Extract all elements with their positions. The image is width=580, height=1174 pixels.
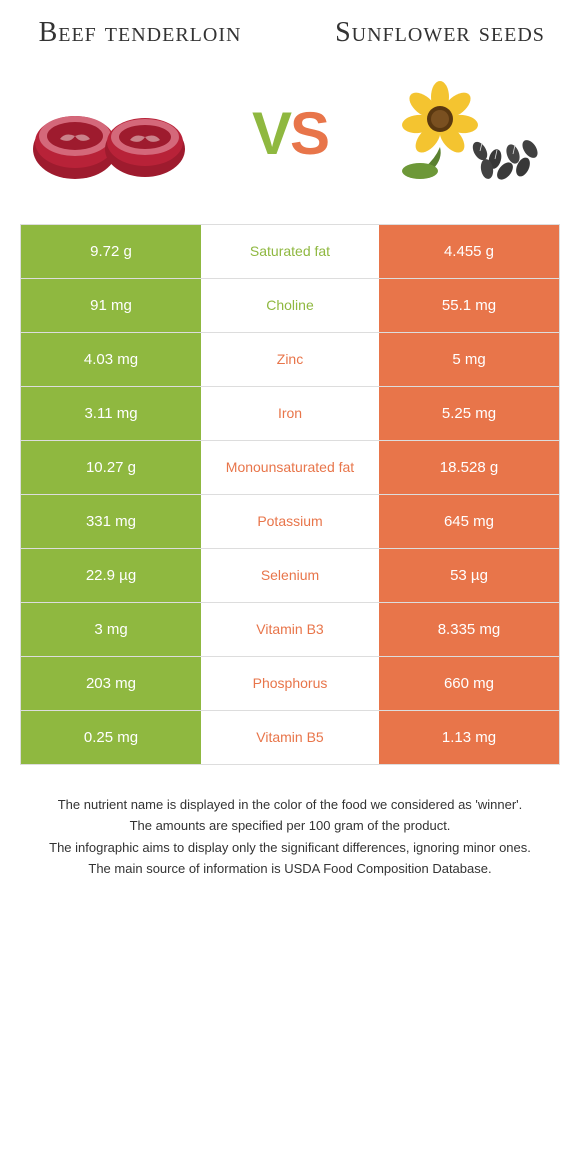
right-value: 55.1 mg <box>379 279 559 332</box>
table-row: 4.03 mgZinc5 mg <box>21 332 559 386</box>
table-row: 3 mgVitamin B38.335 mg <box>21 602 559 656</box>
right-value: 8.335 mg <box>379 603 559 656</box>
footer-line: The amounts are specified per 100 gram o… <box>30 816 550 836</box>
nutrient-label: Phosphorus <box>201 657 379 710</box>
table-row: 331 mgPotassium645 mg <box>21 494 559 548</box>
right-value: 5 mg <box>379 333 559 386</box>
nutrient-label: Selenium <box>201 549 379 602</box>
left-value: 4.03 mg <box>21 333 201 386</box>
left-value: 91 mg <box>21 279 201 332</box>
header: Beef tenderloin Sunflower seeds <box>0 0 580 59</box>
table-row: 22.9 µgSelenium53 µg <box>21 548 559 602</box>
title-right: Sunflower seeds <box>330 18 550 49</box>
table-row: 10.27 gMonounsaturated fat18.528 g <box>21 440 559 494</box>
table-row: 0.25 mgVitamin B51.13 mg <box>21 710 559 764</box>
right-value: 1.13 mg <box>379 711 559 764</box>
left-value: 203 mg <box>21 657 201 710</box>
left-value: 10.27 g <box>21 441 201 494</box>
right-value: 18.528 g <box>379 441 559 494</box>
hero-row: VS <box>0 59 580 224</box>
nutrient-label: Zinc <box>201 333 379 386</box>
left-value: 331 mg <box>21 495 201 548</box>
nutrient-label: Vitamin B3 <box>201 603 379 656</box>
left-value: 3 mg <box>21 603 201 656</box>
right-value: 4.455 g <box>379 225 559 278</box>
left-value: 22.9 µg <box>21 549 201 602</box>
table-row: 91 mgCholine55.1 mg <box>21 278 559 332</box>
comparison-table: 9.72 gSaturated fat4.455 g91 mgCholine55… <box>20 224 560 765</box>
footer-notes: The nutrient name is displayed in the co… <box>30 795 550 879</box>
right-value: 660 mg <box>379 657 559 710</box>
vs-v-letter: V <box>252 100 290 167</box>
right-value: 53 µg <box>379 549 559 602</box>
left-value: 9.72 g <box>21 225 201 278</box>
left-value: 0.25 mg <box>21 711 201 764</box>
right-value: 645 mg <box>379 495 559 548</box>
nutrient-label: Monounsaturated fat <box>201 441 379 494</box>
table-row: 203 mgPhosphorus660 mg <box>21 656 559 710</box>
table-row: 9.72 gSaturated fat4.455 g <box>21 224 559 278</box>
right-value: 5.25 mg <box>379 387 559 440</box>
footer-line: The infographic aims to display only the… <box>30 838 550 858</box>
footer-line: The nutrient name is displayed in the co… <box>30 795 550 815</box>
nutrient-label: Choline <box>201 279 379 332</box>
footer-line: The main source of information is USDA F… <box>30 859 550 879</box>
nutrient-label: Vitamin B5 <box>201 711 379 764</box>
vs-s-letter: S <box>290 100 328 167</box>
vs-label: VS <box>252 99 328 168</box>
nutrient-label: Saturated fat <box>201 225 379 278</box>
nutrient-label: Potassium <box>201 495 379 548</box>
left-value: 3.11 mg <box>21 387 201 440</box>
table-row: 3.11 mgIron5.25 mg <box>21 386 559 440</box>
sunflower-image <box>380 74 560 194</box>
beef-image <box>20 74 200 194</box>
nutrient-label: Iron <box>201 387 379 440</box>
title-left: Beef tenderloin <box>30 18 250 49</box>
